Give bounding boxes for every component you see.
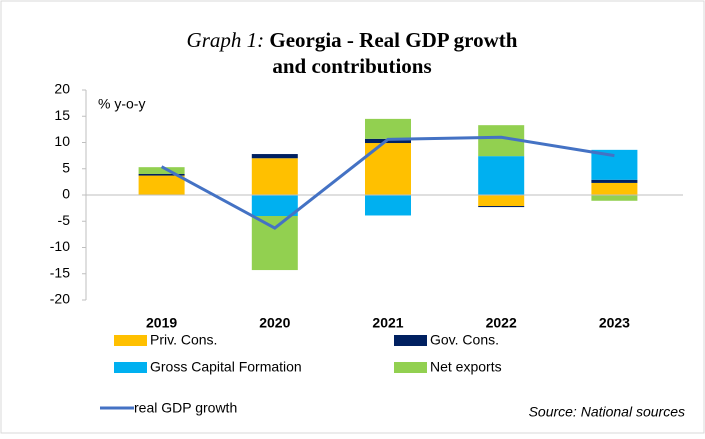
x-tick-label: 2022 (486, 315, 517, 331)
legend-swatch (114, 335, 147, 346)
bar (251, 195, 298, 216)
x-tick-label: 2019 (146, 315, 177, 331)
bar (251, 154, 298, 159)
y-tick-label: 10 (54, 133, 70, 149)
y-tick-label: 0 (62, 186, 70, 202)
bar (251, 158, 298, 195)
legend-label: Gov. Cons. (430, 332, 499, 348)
bar (138, 167, 185, 174)
bar (478, 195, 525, 207)
y-tick-label: 15 (54, 107, 70, 123)
bar (591, 179, 638, 183)
legend-swatch (394, 335, 427, 346)
title-prefix: Graph 1: (187, 28, 265, 52)
legend-label: Priv. Cons. (150, 332, 217, 348)
y-axis-label: % y-o-y (98, 96, 145, 112)
bar (478, 206, 525, 208)
source: Source: National sources (529, 404, 685, 420)
bar (251, 216, 298, 271)
x-tick-label: 2020 (259, 315, 290, 331)
bar (591, 182, 638, 195)
legend-swatch (394, 362, 427, 373)
bar (138, 175, 185, 195)
bar (138, 174, 185, 176)
legend-label: real GDP growth (134, 400, 237, 416)
y-tick-label: -10 (50, 238, 70, 254)
line (160, 135, 615, 230)
chart-title: Graph 1: Georgia - Real GDP growth (187, 28, 518, 52)
y-tick-label: -20 (50, 291, 70, 307)
legend-label: Net exports (430, 359, 502, 375)
legend-swatch (114, 362, 147, 373)
title-line: and contributions (272, 54, 431, 78)
y-tick-label: 20 (54, 81, 70, 97)
bar (591, 195, 638, 201)
bar (365, 195, 411, 216)
y-tick-label: -5 (58, 212, 71, 228)
y-tick-label: 5 (62, 159, 70, 175)
x-tick-label: 2021 (372, 315, 403, 331)
legend-label: Gross Capital Formation (150, 359, 302, 375)
title-line: Georgia - Real GDP growth (269, 28, 517, 52)
bar (478, 156, 525, 195)
x-tick-label: 2023 (599, 315, 630, 331)
bar (365, 118, 411, 139)
y-tick-label: -15 (50, 264, 70, 280)
